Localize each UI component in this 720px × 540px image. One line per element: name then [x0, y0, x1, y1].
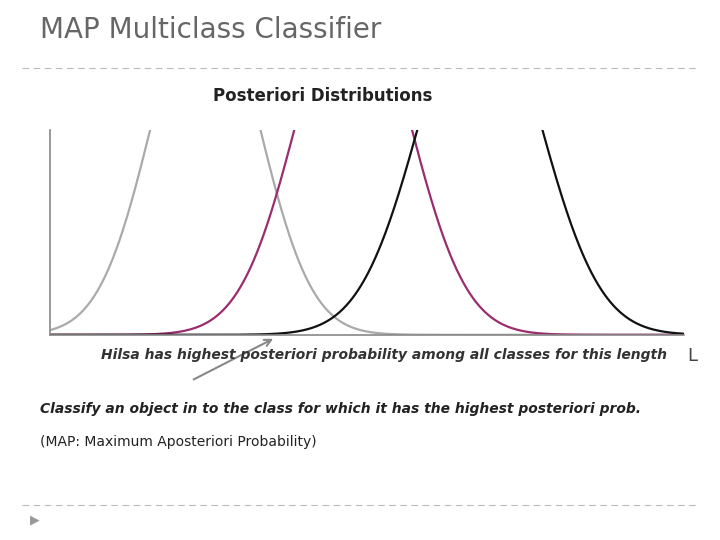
Text: P( SHARK | L): P( SHARK | L) — [0, 539, 1, 540]
Text: Hilsa has highest posteriori probability among all classes for this length: Hilsa has highest posteriori probability… — [101, 348, 667, 362]
Text: Posteriori Distributions: Posteriori Distributions — [213, 87, 433, 105]
Text: L: L — [688, 347, 698, 365]
Text: P( TUNA | L): P( TUNA | L) — [0, 539, 1, 540]
Text: MAP Multiclass Classifier: MAP Multiclass Classifier — [40, 16, 381, 44]
Text: (MAP: Maximum Aposteriori Probability): (MAP: Maximum Aposteriori Probability) — [40, 435, 316, 449]
Text: ▶: ▶ — [30, 513, 40, 526]
Text: Classify an object in to the class for which it has the highest posteriori prob.: Classify an object in to the class for w… — [40, 402, 641, 416]
Text: P( HILSA | L): P( HILSA | L) — [0, 539, 1, 540]
